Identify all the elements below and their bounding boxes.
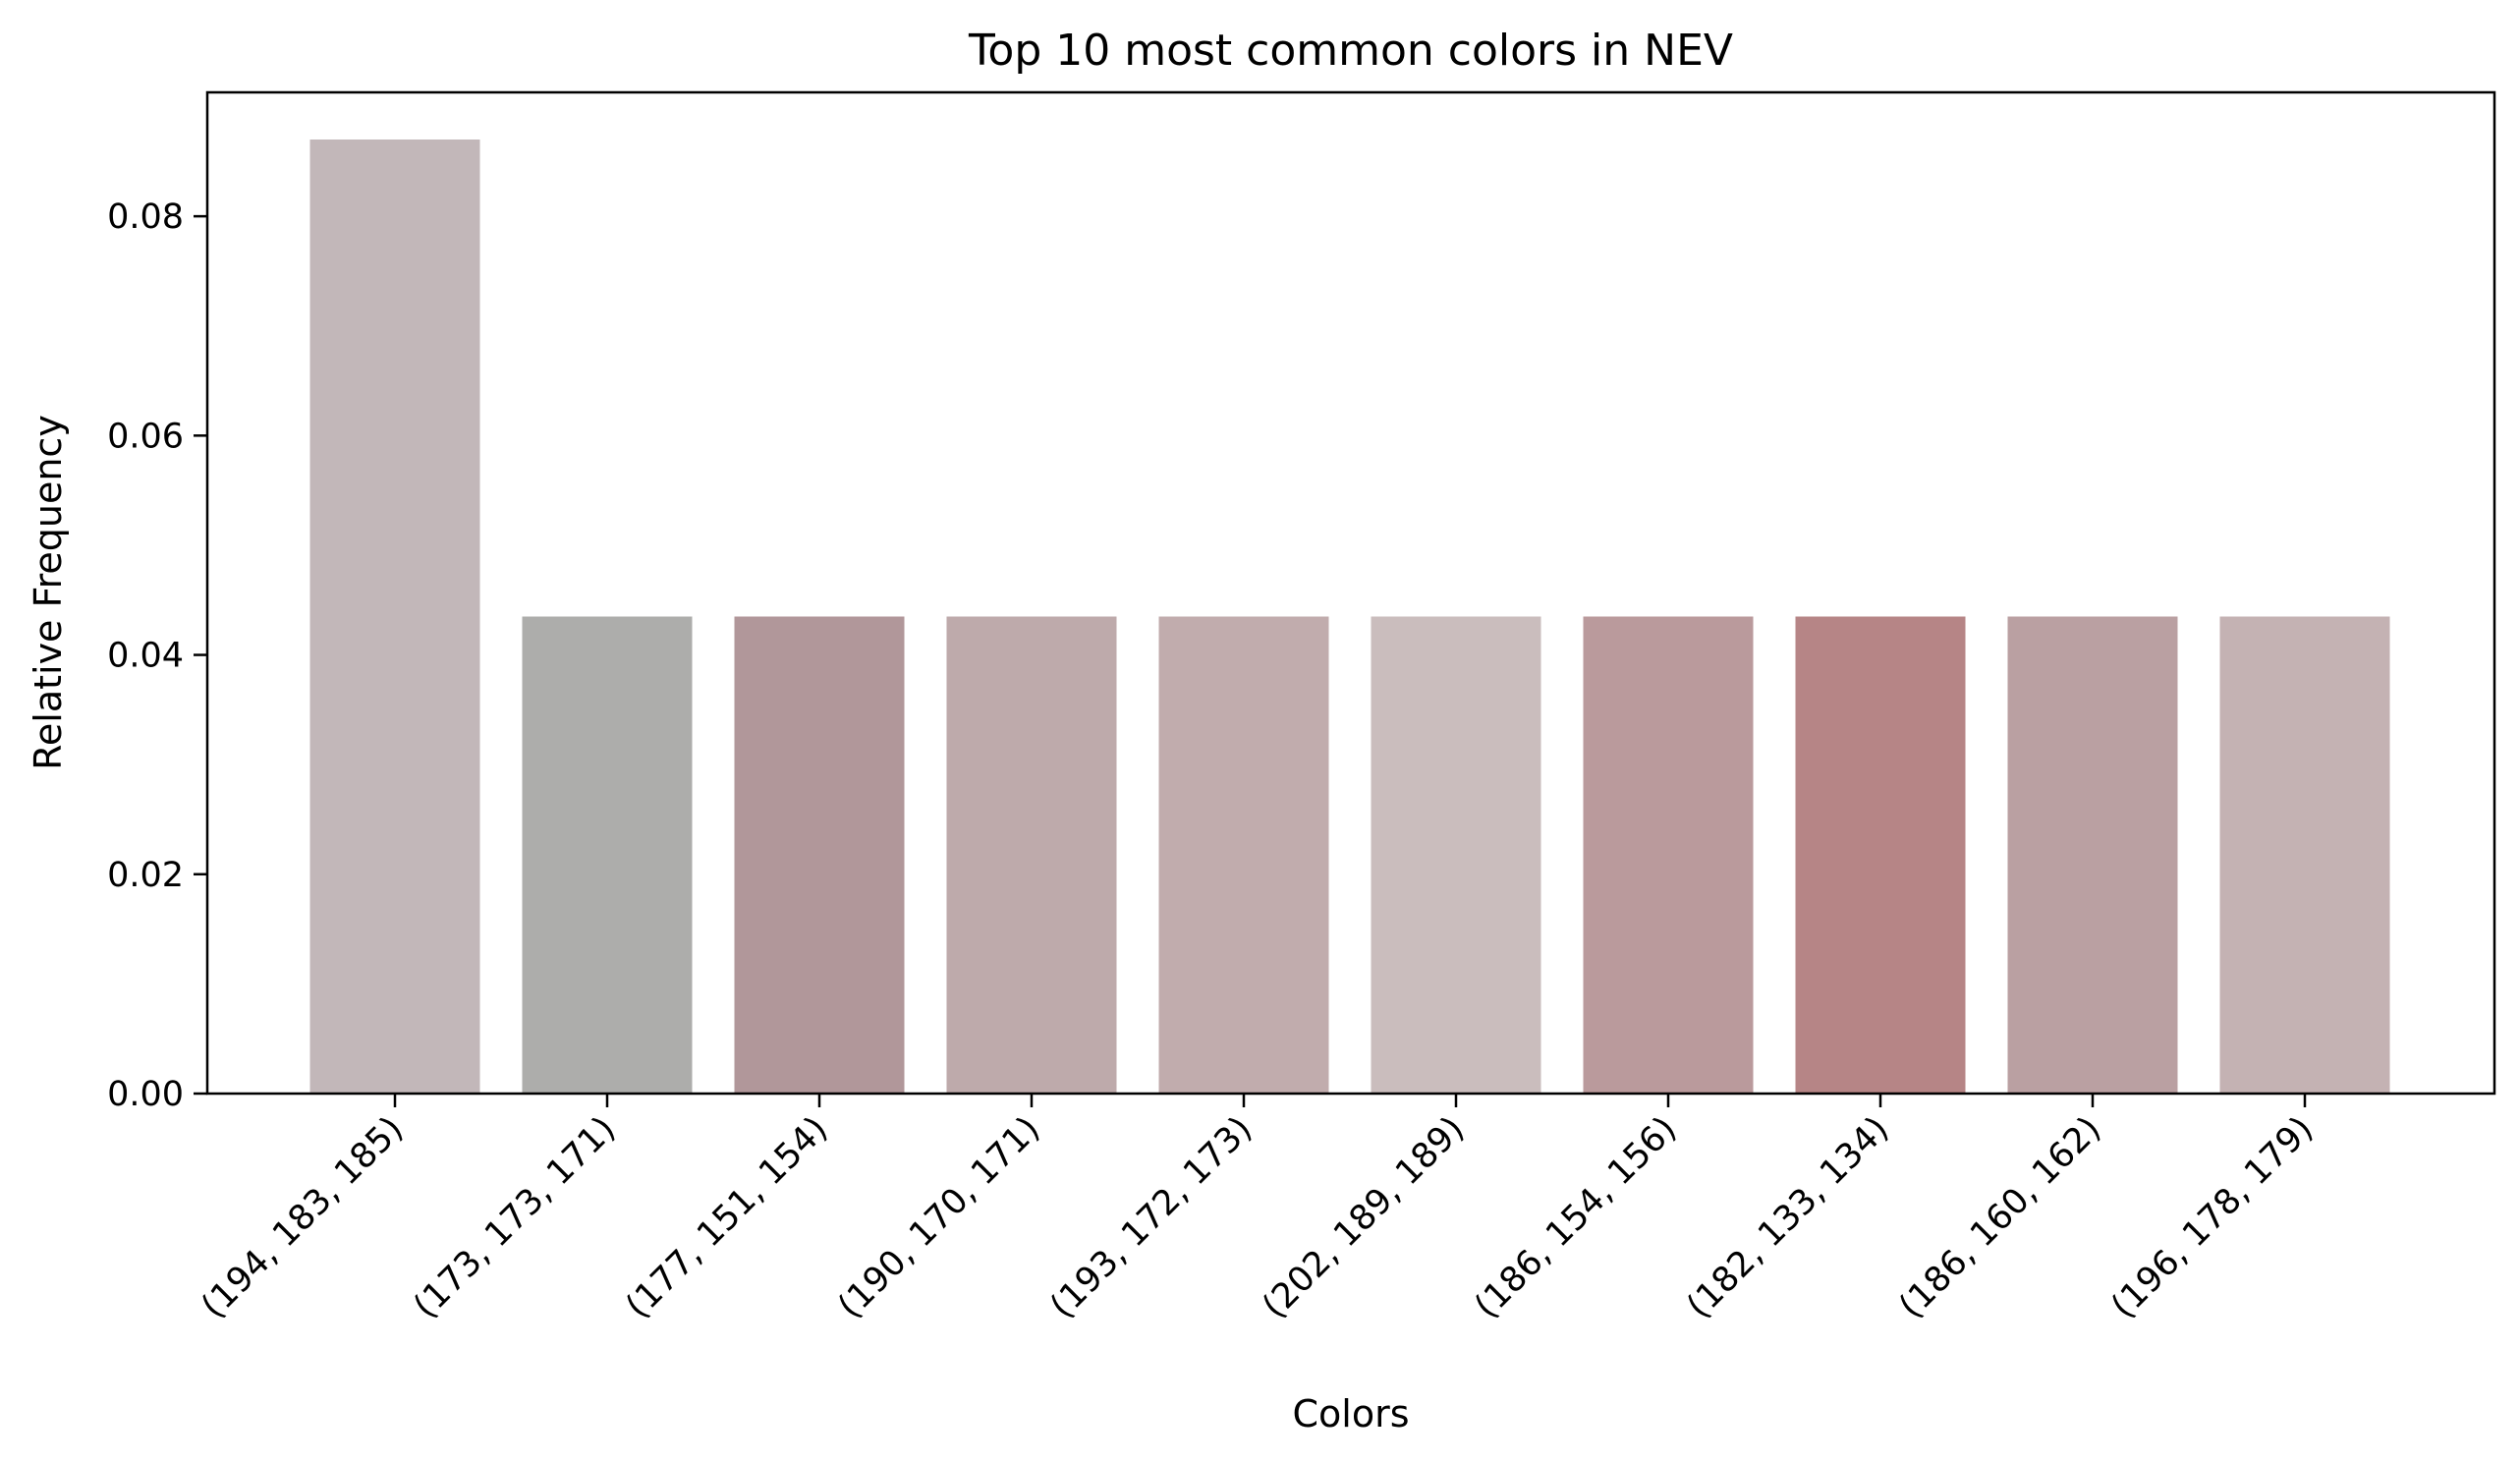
- x-tick-label: (177, 151, 154): [619, 1109, 836, 1326]
- x-tick-label: (190, 170, 171): [831, 1109, 1048, 1326]
- plot-area-frame: [205, 90, 2496, 1096]
- bar-1: [309, 139, 480, 1095]
- bar-10: [2219, 616, 2390, 1094]
- y-tick-label: 0.06: [107, 417, 184, 456]
- y-tick-label: 0.02: [107, 856, 184, 895]
- y-tick-label: 0.08: [107, 197, 184, 237]
- bar-5: [1158, 616, 1329, 1094]
- x-tick-label: (186, 160, 162): [1892, 1109, 2109, 1326]
- bar-3: [734, 616, 905, 1094]
- x-tick-label: (196, 178, 179): [2104, 1109, 2322, 1326]
- x-tick-label: (173, 173, 171): [407, 1109, 624, 1326]
- y-axis-label: Relative Frequency: [27, 415, 70, 770]
- x-axis-ticks: (194, 183, 185)(173, 173, 171)(177, 151,…: [195, 1094, 2322, 1326]
- y-tick-label: 0.00: [107, 1075, 184, 1114]
- x-axis-label: Colors: [1292, 1392, 1409, 1435]
- y-axis-ticks: 0.00 0.02 0.04 0.06 0.08: [107, 197, 207, 1114]
- bar-4: [946, 616, 1117, 1094]
- bar-7: [1583, 616, 1754, 1094]
- x-tick-label: (193, 172, 173): [1043, 1109, 1260, 1326]
- bar-8: [1795, 616, 1966, 1094]
- y-tick-label: 0.04: [107, 637, 184, 676]
- x-tick-label: (202, 189, 189): [1256, 1109, 1473, 1326]
- x-tick-label: (182, 133, 134): [1680, 1109, 1897, 1326]
- bars-group: [309, 139, 2390, 1095]
- bar-2: [522, 616, 693, 1094]
- bar-6: [1371, 616, 1541, 1094]
- x-tick-label: (194, 183, 185): [195, 1109, 412, 1326]
- chart-title: Top 10 most common colors in NEV: [968, 26, 1733, 76]
- bar-9: [2007, 616, 2178, 1094]
- x-tick-label: (186, 154, 156): [1468, 1109, 1685, 1326]
